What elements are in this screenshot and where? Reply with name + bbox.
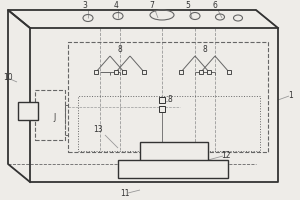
Bar [159,97,165,103]
Text: J: J [54,114,56,122]
Bar [78,96,260,151]
Bar [122,70,126,74]
Text: 10: 10 [3,73,13,82]
Text: 3: 3 [82,1,87,10]
Text: 4: 4 [114,1,118,10]
Text: 8: 8 [202,46,207,54]
Bar [114,70,118,74]
Bar [159,106,165,112]
Text: 8: 8 [168,96,172,104]
Text: 8: 8 [118,46,122,54]
Text: 12: 12 [221,150,231,160]
Bar [179,70,183,74]
Bar [35,90,65,140]
Bar [68,42,268,152]
Text: 13: 13 [93,126,103,134]
Text: 5: 5 [186,1,190,10]
Text: 7: 7 [150,1,154,10]
Text: 6: 6 [213,1,218,10]
Bar [118,160,228,178]
Bar [207,70,211,74]
Bar [18,102,38,120]
Bar [199,70,203,74]
Text: 1: 1 [289,90,293,99]
Bar [142,70,146,74]
Bar [94,70,98,74]
Text: 11: 11 [120,188,130,198]
Bar [227,70,231,74]
Bar [140,142,208,162]
